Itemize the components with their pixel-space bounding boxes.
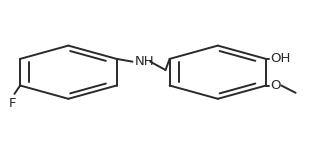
Text: OH: OH [271,52,291,65]
Text: O: O [270,79,281,92]
Text: F: F [9,97,17,110]
Text: NH: NH [135,55,155,68]
